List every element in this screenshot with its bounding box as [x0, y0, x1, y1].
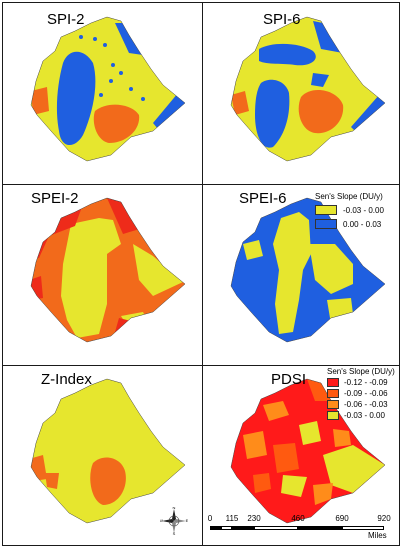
scale-segment [254, 526, 298, 530]
panel-spei-2: SPEI-2 [3, 184, 200, 364]
legend-swatch-blue [315, 219, 337, 229]
scale-tick-label: 115 [225, 514, 239, 523]
map-pdsi [230, 378, 386, 524]
legend-pdsi-label: -0.03 - 0.00 [344, 411, 385, 420]
legend-spi-label: 0.00 - 0.03 [343, 219, 382, 229]
legend-pdsi: Sen's Slope (DU/y) -0.12 - -0.09 -0.09 -… [327, 367, 395, 421]
panel-z-index: Z-Index [3, 365, 200, 545]
panel-title-spei-2: SPEI-2 [31, 190, 79, 207]
grid-divider-horizontal-1 [3, 184, 399, 185]
scale-tick-label: 460 [291, 514, 305, 523]
scale-segment [210, 526, 221, 530]
legend-swatch-red-orange [327, 389, 339, 398]
scale-tick-label: 920 [377, 514, 391, 523]
scale-tick-label: 230 [247, 514, 261, 523]
scale-unit-label: Miles [368, 531, 387, 540]
legend-spi-item: 0.00 - 0.03 [315, 218, 384, 230]
compass-rose-icon: N E S W [160, 507, 188, 535]
legend-pdsi-label: -0.09 - -0.06 [344, 389, 388, 398]
legend-pdsi-label: -0.06 - -0.03 [344, 400, 388, 409]
panel-title-spei-6: SPEI-6 [239, 190, 287, 207]
scale-segment [298, 526, 342, 530]
legend-swatch-orange [327, 400, 339, 409]
legend-swatch-yellow [327, 411, 339, 420]
panel-title-spi-6: SPI-6 [263, 11, 301, 28]
legend-spi: Sen's Slope (DU/y) -0.03 - 0.00 0.00 - 0… [315, 192, 384, 232]
panel-spei-6: SPEI-6 Sen's Slope (DU/y) -0.03 - 0.00 0… [203, 184, 400, 364]
panel-spi-6: SPI-6 [203, 3, 400, 183]
compass-label-s: S [173, 531, 176, 535]
legend-pdsi-title: Sen's Slope (DU/y) [327, 367, 395, 376]
legend-pdsi-label: -0.12 - -0.09 [344, 378, 388, 387]
scale-tick-label: 690 [335, 514, 349, 523]
compass-label-e: E [186, 518, 188, 523]
panel-title-z-index: Z-Index [41, 371, 92, 388]
map-spei-2 [30, 197, 186, 343]
legend-pdsi-item: -0.09 - -0.06 [327, 388, 395, 399]
map-grid [2, 2, 400, 546]
scale-segment [232, 526, 254, 530]
legend-spi-label: -0.03 - 0.00 [343, 205, 384, 215]
scale-segment [221, 526, 232, 530]
legend-pdsi-item: -0.12 - -0.09 [327, 377, 395, 388]
scale-tick-label: 0 [207, 514, 213, 523]
legend-spi-item: -0.03 - 0.00 [315, 204, 384, 216]
scale-segment [342, 526, 384, 530]
legend-swatch-red [327, 378, 339, 387]
legend-pdsi-item: -0.06 - -0.03 [327, 399, 395, 410]
panel-title-spi-2: SPI-2 [47, 11, 85, 28]
map-spei-6 [230, 197, 386, 343]
legend-swatch-yellow [315, 205, 337, 215]
map-z-index [30, 378, 186, 524]
panel-title-pdsi: PDSI [271, 371, 307, 388]
compass-label-n: N [173, 507, 176, 510]
grid-divider-vertical [202, 3, 203, 545]
panel-spi-2: SPI-2 [3, 3, 200, 183]
legend-spi-title: Sen's Slope (DU/y) [315, 192, 383, 201]
grid-divider-horizontal-2 [3, 365, 399, 366]
panel-pdsi: PDSI Sen's Slope (DU/y) -0.12 - -0.09 -0… [203, 365, 400, 545]
scale-bar: 0 115 230 460 690 920 Miles [207, 514, 391, 544]
compass-label-w: W [160, 518, 163, 523]
map-spi-6 [230, 16, 386, 162]
legend-pdsi-item: -0.03 - 0.00 [327, 410, 395, 421]
map-spi-2 [30, 16, 186, 162]
